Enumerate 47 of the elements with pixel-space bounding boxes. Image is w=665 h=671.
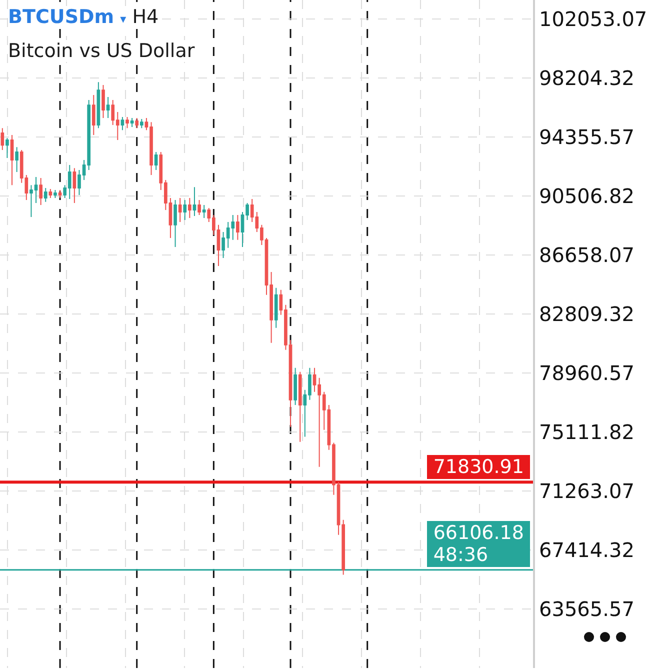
- candlestick: [174, 199, 177, 248]
- candlestick: [192, 186, 196, 217]
- candlestick: [202, 204, 206, 219]
- candlestick: [102, 84, 105, 118]
- candlestick: [188, 197, 192, 219]
- candlestick: [58, 189, 62, 198]
- candlestick: [0, 128, 4, 150]
- candlestick: [48, 188, 52, 198]
- candlestick: [120, 116, 124, 131]
- candlestick: [54, 189, 57, 198]
- annotation: 48:36: [433, 544, 490, 566]
- candlestick: [298, 371, 302, 442]
- candlestick: [236, 214, 240, 240]
- candlestick: [96, 82, 100, 129]
- y-tick-label: 82809.32: [539, 302, 634, 326]
- y-tick-label: 102053.07: [539, 7, 648, 32]
- candlestick: [39, 178, 42, 206]
- y-tick-label: 71263.07: [539, 478, 634, 503]
- ref-line-label: 66106.18: [433, 522, 524, 544]
- candlestick: [10, 134, 14, 186]
- candlestick: [44, 187, 48, 202]
- candlestick: [274, 287, 278, 328]
- y-tick-label: 75111.82: [539, 420, 634, 444]
- candlestick: [6, 138, 9, 158]
- y-tick-label: 98204.32: [539, 66, 634, 90]
- ref-line-label: 71830.91: [433, 456, 524, 478]
- y-tick-label: 67414.32: [539, 538, 634, 562]
- candlestick: [126, 116, 129, 129]
- chart-title: BTCUSDm ▾ H4: [8, 6, 159, 28]
- y-tick-label: 63565.57: [539, 596, 634, 621]
- y-tick-label: 78960.57: [539, 360, 634, 385]
- candlestick: [130, 117, 134, 128]
- candlestick: [106, 96, 110, 118]
- y-tick-label: 86658.07: [539, 242, 634, 267]
- candlestick: [178, 197, 182, 222]
- candlestick: [294, 367, 297, 406]
- candlestick: [15, 146, 18, 173]
- y-tick-label: 90506.82: [539, 184, 634, 208]
- candlestick: [154, 151, 158, 171]
- text: Bitcoin vs US Dollar: [8, 40, 195, 62]
- candlestick: [72, 168, 76, 204]
- candlestick: [135, 117, 139, 129]
- candlestick: [198, 199, 201, 216]
- candlestick: [92, 94, 96, 136]
- y-tick-label: 94355.57: [539, 125, 634, 150]
- candlestick: [140, 118, 144, 129]
- candlestick: [183, 199, 187, 221]
